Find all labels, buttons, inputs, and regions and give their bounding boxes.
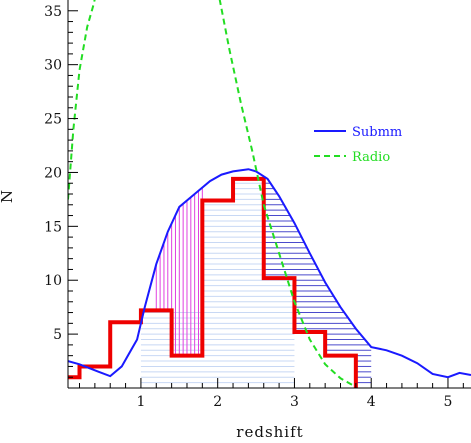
legend-label-submm: Submm — [352, 125, 402, 140]
x-tick-label: 2 — [213, 394, 222, 410]
series-line-radio — [68, 0, 96, 200]
y-tick-label: 5 — [53, 327, 62, 343]
series-layer — [68, 0, 471, 388]
y-tick-label: 25 — [44, 112, 62, 128]
y-tick-label: 10 — [44, 273, 62, 289]
y-tick-label: 20 — [44, 165, 62, 181]
x-axis-title: redshift — [236, 423, 303, 438]
x-tick-label: 1 — [136, 394, 145, 410]
histogram-series — [68, 176, 358, 388]
x-tick-label: 5 — [444, 394, 453, 410]
hatch-layer — [140, 177, 372, 384]
y-tick-label: 15 — [44, 219, 62, 235]
legend-label-radio: Radio — [352, 150, 390, 165]
x-tick-label: 4 — [367, 394, 376, 410]
y-axis-title: N — [0, 189, 16, 203]
axes-layer: 1 2 3 4 5 5 10 15 20 25 30 35 — [44, 0, 471, 410]
series-line-submm — [68, 168, 471, 379]
x-tick-label: 3 — [290, 394, 299, 410]
y-tick-label: 35 — [44, 4, 62, 20]
y-tick-label: 30 — [44, 58, 62, 74]
series-line-radio — [218, 0, 353, 386]
legend: Submm Radio — [314, 125, 402, 165]
